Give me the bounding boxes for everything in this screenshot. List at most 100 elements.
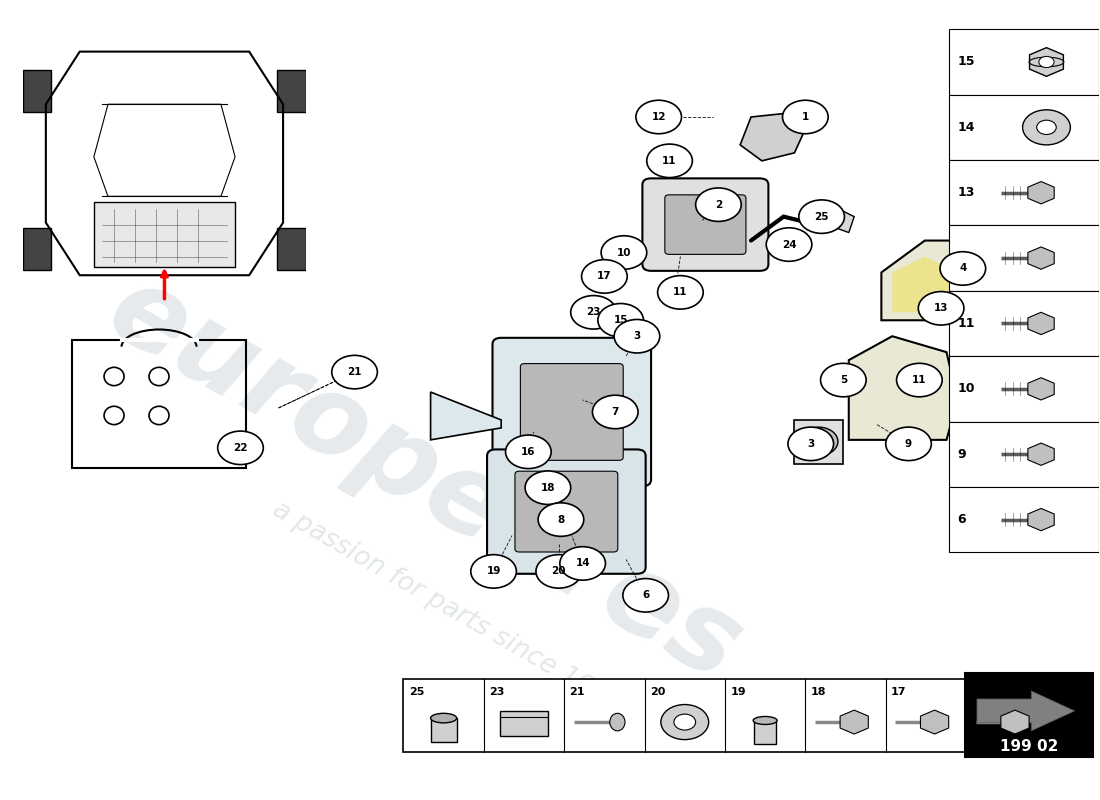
Text: 16: 16	[521, 447, 536, 457]
Text: 3: 3	[634, 331, 640, 342]
Text: 11: 11	[957, 317, 975, 330]
Bar	[948, 94, 1099, 160]
Circle shape	[695, 188, 741, 222]
FancyBboxPatch shape	[664, 195, 746, 254]
Polygon shape	[740, 113, 805, 161]
Polygon shape	[1027, 509, 1054, 530]
Text: 18: 18	[540, 482, 556, 493]
Text: 10: 10	[617, 247, 631, 258]
Text: 15: 15	[614, 315, 628, 326]
Circle shape	[1036, 120, 1056, 134]
Circle shape	[536, 554, 582, 588]
Circle shape	[636, 100, 682, 134]
Polygon shape	[892, 257, 957, 312]
Bar	[948, 290, 1099, 356]
Bar	[948, 160, 1099, 226]
Text: 11: 11	[912, 375, 926, 385]
Polygon shape	[977, 691, 1075, 731]
Text: 14: 14	[575, 558, 590, 569]
Text: 199 02: 199 02	[1000, 739, 1058, 754]
Ellipse shape	[754, 717, 777, 725]
Text: 2: 2	[715, 200, 722, 210]
Polygon shape	[1001, 710, 1030, 734]
Circle shape	[471, 554, 516, 588]
Circle shape	[799, 427, 838, 456]
Text: 6: 6	[957, 513, 966, 526]
Polygon shape	[1027, 312, 1054, 334]
Ellipse shape	[609, 714, 625, 731]
Circle shape	[218, 431, 263, 465]
Text: 25: 25	[409, 687, 425, 697]
Text: 8: 8	[558, 514, 564, 525]
Circle shape	[886, 427, 932, 461]
Text: 21: 21	[570, 687, 585, 697]
Circle shape	[940, 252, 986, 285]
Polygon shape	[840, 710, 868, 734]
Text: 19: 19	[486, 566, 500, 577]
Circle shape	[582, 260, 627, 293]
Circle shape	[593, 395, 638, 429]
Text: 6: 6	[642, 590, 649, 600]
FancyBboxPatch shape	[487, 450, 646, 574]
Text: 3: 3	[807, 439, 814, 449]
Text: 14: 14	[957, 121, 975, 134]
Text: 11: 11	[673, 287, 688, 298]
Bar	[965, 674, 1093, 757]
Text: 13: 13	[957, 186, 975, 199]
Text: 4: 4	[959, 263, 967, 274]
Polygon shape	[921, 710, 948, 734]
FancyBboxPatch shape	[493, 338, 651, 486]
Text: 17: 17	[891, 687, 906, 697]
Text: 22: 22	[233, 443, 248, 453]
Circle shape	[601, 236, 647, 270]
Polygon shape	[1027, 247, 1054, 270]
Bar	[948, 30, 1099, 94]
Circle shape	[661, 705, 708, 740]
Circle shape	[332, 355, 377, 389]
Text: 20: 20	[650, 687, 666, 697]
Text: 23: 23	[586, 307, 601, 318]
Bar	[404, 679, 1046, 752]
Text: 24: 24	[782, 239, 796, 250]
Text: 12: 12	[957, 251, 975, 265]
FancyBboxPatch shape	[515, 471, 618, 552]
Text: 21: 21	[348, 367, 362, 377]
Text: a passion for parts since 1985: a passion for parts since 1985	[268, 497, 626, 718]
Bar	[948, 422, 1099, 487]
Circle shape	[782, 100, 828, 134]
FancyBboxPatch shape	[642, 178, 769, 271]
Polygon shape	[1030, 48, 1064, 76]
Polygon shape	[827, 209, 855, 233]
Circle shape	[614, 319, 660, 353]
Text: 23: 23	[490, 687, 505, 697]
Text: 16: 16	[971, 687, 987, 697]
Bar	[948, 487, 1099, 552]
Ellipse shape	[430, 714, 456, 723]
Polygon shape	[881, 209, 1018, 320]
Circle shape	[525, 471, 571, 505]
Circle shape	[799, 200, 845, 234]
Text: 9: 9	[905, 439, 912, 449]
Circle shape	[506, 435, 551, 469]
Circle shape	[918, 291, 964, 325]
Circle shape	[896, 363, 943, 397]
Text: 12: 12	[651, 112, 666, 122]
Text: 1: 1	[802, 112, 808, 122]
Text: europeares: europeares	[90, 255, 760, 704]
Text: 15: 15	[957, 55, 975, 69]
Circle shape	[1023, 110, 1070, 145]
FancyBboxPatch shape	[520, 363, 624, 460]
Circle shape	[767, 228, 812, 262]
Polygon shape	[1027, 378, 1054, 400]
Text: 20: 20	[551, 566, 566, 577]
Text: 7: 7	[612, 407, 619, 417]
Circle shape	[538, 503, 584, 536]
Circle shape	[821, 363, 866, 397]
Text: 13: 13	[934, 303, 948, 314]
Polygon shape	[794, 420, 844, 464]
Polygon shape	[1027, 443, 1054, 466]
Bar	[948, 226, 1099, 290]
Bar	[755, 721, 775, 744]
Polygon shape	[1027, 182, 1054, 204]
Circle shape	[788, 427, 834, 461]
